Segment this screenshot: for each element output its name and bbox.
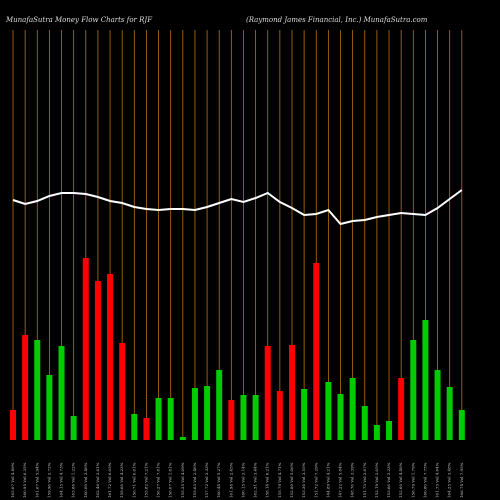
chart-subtitle: (Raymond James Financial, Inc.) MunafaSu… <box>246 16 428 24</box>
x-tick-label: 152.60 Vol 4.48% <box>398 462 403 498</box>
bar <box>204 386 211 440</box>
bar <box>82 258 89 440</box>
bar <box>337 394 344 440</box>
x-tick-label: 165.07 Vol 4.89% <box>10 462 15 498</box>
bar <box>155 398 162 440</box>
bar <box>179 437 186 440</box>
x-tick-label: 161.72 Vol 6.05% <box>107 462 112 498</box>
x-tick-label: 156.27 Vol 7.81% <box>156 462 161 498</box>
bar <box>434 370 441 440</box>
chart-title: MunafaSutra Money Flow Charts for RJF <box>5 16 153 24</box>
x-tick-label: 156.07 Vol 1.81% <box>168 462 173 498</box>
bar <box>191 388 198 440</box>
bar <box>252 395 259 440</box>
x-tick-label: 155.25 Vol 4.09% <box>180 462 185 498</box>
bar <box>446 387 453 440</box>
x-tick-label: 160.15 Vol 3.14% <box>240 462 245 498</box>
bar <box>94 281 101 440</box>
x-tick-label: 151.72 Vol 7.29% <box>313 462 318 498</box>
x-tick-label: 148.76 Vol 3.39% <box>350 462 355 498</box>
x-tick-label: 159.68 Vol 4.23% <box>119 462 124 498</box>
x-tick-label: 153.66 Vol 3.23% <box>386 462 391 498</box>
x-tick-label: 153.30 Vol 3.55% <box>301 462 306 498</box>
x-tick-label: 161.98 Vol 2.45% <box>228 462 233 498</box>
x-tick-label: 163.86 Vol 1.22% <box>71 462 76 498</box>
x-tick-label: 160.95 Vol 6.35% <box>22 462 27 498</box>
bar <box>58 346 65 440</box>
bar <box>131 414 138 440</box>
bar <box>422 320 429 440</box>
x-tick-label: 152.80 Vol 5.06% <box>289 462 294 498</box>
bar <box>325 382 332 440</box>
x-tick-label: 162.51 Vol 3.44% <box>253 462 258 498</box>
x-tick-label: 159.96 Vol 2.72% <box>46 462 51 498</box>
x-tick-label: 155.82 Vol 7.21% <box>143 462 148 498</box>
bar <box>10 410 16 440</box>
bar <box>301 389 308 440</box>
x-tick-label: 164.25 Vol 3.48% <box>447 462 452 498</box>
bar <box>216 370 223 440</box>
x-tick-label: 151.73 Vol 3.87% <box>362 462 367 498</box>
x-tick-label: 152.19 Vol 2.05% <box>374 462 379 498</box>
x-tick-label: 161.73 Vol 4.64% <box>435 462 440 498</box>
bar <box>398 378 405 440</box>
bar <box>264 346 271 440</box>
x-tick-label: 166.74 Vol 7.95% <box>459 462 464 498</box>
bar <box>22 335 29 440</box>
bar <box>373 425 380 440</box>
x-tick-label: 160.09 Vol 3.46% <box>83 462 88 498</box>
bar <box>410 340 417 440</box>
bar <box>143 418 150 440</box>
bar <box>240 395 247 440</box>
x-tick-label: 160.80 Vol 7.75% <box>422 462 427 498</box>
x-tick-label: 161.67 Vol 5.94% <box>34 462 39 498</box>
bar <box>167 398 174 440</box>
x-tick-label: 164.15 Vol 4.73% <box>59 462 64 498</box>
x-tick-label: 144.89 Vol 4.21% <box>325 462 330 498</box>
bar <box>107 274 114 440</box>
x-tick-label: 155.79 Vol 4.71% <box>277 462 282 498</box>
x-tick-label: 160.44 Vol 5.27% <box>216 462 221 498</box>
bar <box>386 421 393 440</box>
x-tick-label: 156.79 Vol 1.79% <box>410 462 415 498</box>
bar <box>349 378 356 440</box>
x-tick-label: 147.22 Vol 5.84% <box>338 462 343 498</box>
x-tick-label: 158.14 Vol 6.21% <box>265 462 270 498</box>
bar <box>228 400 235 440</box>
bar <box>119 343 126 440</box>
bar <box>313 263 320 440</box>
x-tick-label: 156.71 Vol 0.61% <box>131 462 136 498</box>
bar <box>458 410 465 440</box>
x-tick-label: 162.46 Vol 3.81% <box>95 462 100 498</box>
x-tick-label: 155.63 Vol 2.46% <box>192 462 197 498</box>
bar <box>276 391 283 440</box>
bar <box>46 375 53 440</box>
bar <box>361 406 368 440</box>
bar <box>34 340 41 440</box>
price-line <box>12 189 463 226</box>
bar <box>70 416 77 440</box>
x-tick-label: 157.72 Vol 3.33% <box>204 462 209 498</box>
bar <box>288 345 295 440</box>
